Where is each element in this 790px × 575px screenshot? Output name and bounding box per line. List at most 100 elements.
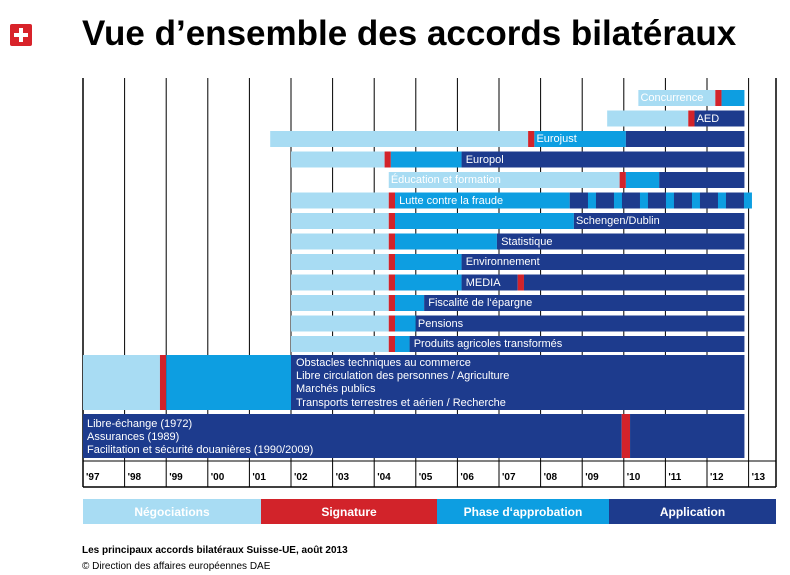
year-label: '02 <box>294 472 308 483</box>
agreement-bar-segment <box>638 90 716 106</box>
bilaterals-i-segment <box>83 355 160 410</box>
year-label: '98 <box>127 472 142 483</box>
agreement-bar-segment <box>388 233 395 250</box>
agreement-bar-dash <box>743 192 752 209</box>
year-label: '03 <box>335 472 350 483</box>
legend-approbation: Phase d‘approbation <box>437 499 609 524</box>
early-agreements-segment <box>630 414 745 458</box>
agreement-bar-segment <box>694 110 745 127</box>
agreement-bar-dash <box>587 192 596 209</box>
agreement-bar-dash <box>613 192 622 209</box>
early-agreements-label: Facilitation et sécurité douanières (199… <box>87 444 314 457</box>
agreement-label: Europol <box>465 153 504 166</box>
bilaterals-i-segment <box>291 355 745 410</box>
early-agreements-segment <box>83 414 622 458</box>
agreement-bar-segment <box>291 315 389 332</box>
agreement-bar-segment <box>395 192 570 209</box>
year-label: '99 <box>169 472 183 483</box>
page-title: Vue d’ensemble des accords bilatéraux <box>82 14 737 53</box>
year-label: '11 <box>668 472 682 483</box>
agreement-bar-segment <box>388 254 395 270</box>
agreement-bar-segment <box>715 90 722 106</box>
agreement-bar-segment <box>461 151 745 168</box>
agreement-bar-segment <box>388 295 395 311</box>
agreement-bar-segment <box>291 295 389 311</box>
legend-signature: Signature <box>261 499 437 524</box>
agreement-bar-segment <box>291 151 385 168</box>
agreement-bar-segment <box>607 110 689 127</box>
agreement-bar-segment <box>388 274 395 291</box>
agreement-bar-segment <box>390 151 462 168</box>
agreement-bar-segment <box>291 274 389 291</box>
year-label: '09 <box>585 472 599 483</box>
agreement-bar-dash <box>691 192 700 209</box>
agreement-bar-segment <box>496 233 745 250</box>
legend-negociations: Négociations <box>83 499 261 524</box>
agreement-bar-segment <box>409 336 745 352</box>
agreement-bar-segment <box>688 110 695 127</box>
agreement-label: Concurrence <box>640 92 704 104</box>
agreement-bar-segment <box>395 213 574 229</box>
agreement-bar-segment <box>388 172 620 188</box>
agreement-bar-segment <box>395 336 410 352</box>
year-label: '04 <box>377 472 391 483</box>
agreement-bar-segment <box>625 172 660 188</box>
bilaterals-i-label: Libre circulation des personnes / Agricu… <box>296 370 510 383</box>
agreement-bar-segment <box>395 315 416 332</box>
agreement-bar-segment <box>395 295 425 311</box>
early-agreements-label: Assurances (1989) <box>87 431 180 444</box>
bilaterals-i-label: Transports terrestres et aérien / Recher… <box>296 396 506 409</box>
agreement-bar-segment <box>291 192 389 209</box>
agreement-bar-segment <box>528 131 535 147</box>
swiss-cross-logo <box>10 24 32 46</box>
year-label: '00 <box>210 472 225 483</box>
year-label: '10 <box>626 472 641 483</box>
agreement-label: Eurojust <box>536 133 577 145</box>
agreement-bar-segment <box>291 213 389 229</box>
agreement-bar-segment <box>388 315 395 332</box>
agreement-bar-segment <box>424 295 745 311</box>
agreement-label: AED <box>696 112 720 125</box>
agreement-bar-segment <box>461 274 518 291</box>
agreement-bar-segment <box>388 192 395 209</box>
footer-title: Les principaux accords bilatéraux Suisse… <box>82 545 348 556</box>
legend-application: Application <box>609 499 776 524</box>
agreement-bar-segment <box>517 274 524 291</box>
year-label: '07 <box>502 472 516 483</box>
agreement-bar-segment <box>395 254 462 270</box>
agreement-bar-segment <box>415 315 745 332</box>
year-label: '06 <box>460 472 474 483</box>
agreement-bar-segment <box>395 233 497 250</box>
agreement-bar-segment <box>395 274 462 291</box>
agreement-bar-segment <box>291 336 389 352</box>
agreement-bar-segment <box>461 254 745 270</box>
agreement-bar-dash <box>717 192 726 209</box>
agreement-bar-dash <box>639 192 648 209</box>
agreement-label: Statistique <box>501 235 553 248</box>
agreement-bar-segment <box>291 254 389 270</box>
bilaterals-i-label: Obstacles techniques au commerce <box>296 357 471 369</box>
agreement-bar-segment <box>384 151 391 168</box>
agreement-label: Pensions <box>417 317 464 330</box>
year-label: '05 <box>418 472 433 483</box>
agreement-bar-segment <box>388 213 395 229</box>
agreement-bar-segment <box>659 172 745 188</box>
agreement-bar-segment <box>388 336 395 352</box>
agreement-label: MEDIA <box>465 276 501 289</box>
bilaterals-i-segment <box>159 355 167 410</box>
year-label: '08 <box>543 472 558 483</box>
bilaterals-i-label: Marchés publics <box>296 383 376 396</box>
agreement-bar-dash <box>665 192 674 209</box>
early-agreements-segment <box>621 414 631 458</box>
agreement-bar-segment <box>523 274 745 291</box>
year-label: '97 <box>86 472 100 483</box>
early-agreements-label: Libre-échange (1972) <box>87 418 193 430</box>
bilaterals-i-segment <box>166 355 291 410</box>
year-label: '01 <box>252 472 266 483</box>
agreement-bar-segment <box>291 233 389 250</box>
agreement-bar-segment <box>721 90 745 106</box>
agreement-bar-segment <box>619 172 626 188</box>
footer-credit: © Direction des affaires européennes DAE <box>82 561 271 572</box>
agreement-bar-segment <box>573 213 745 229</box>
